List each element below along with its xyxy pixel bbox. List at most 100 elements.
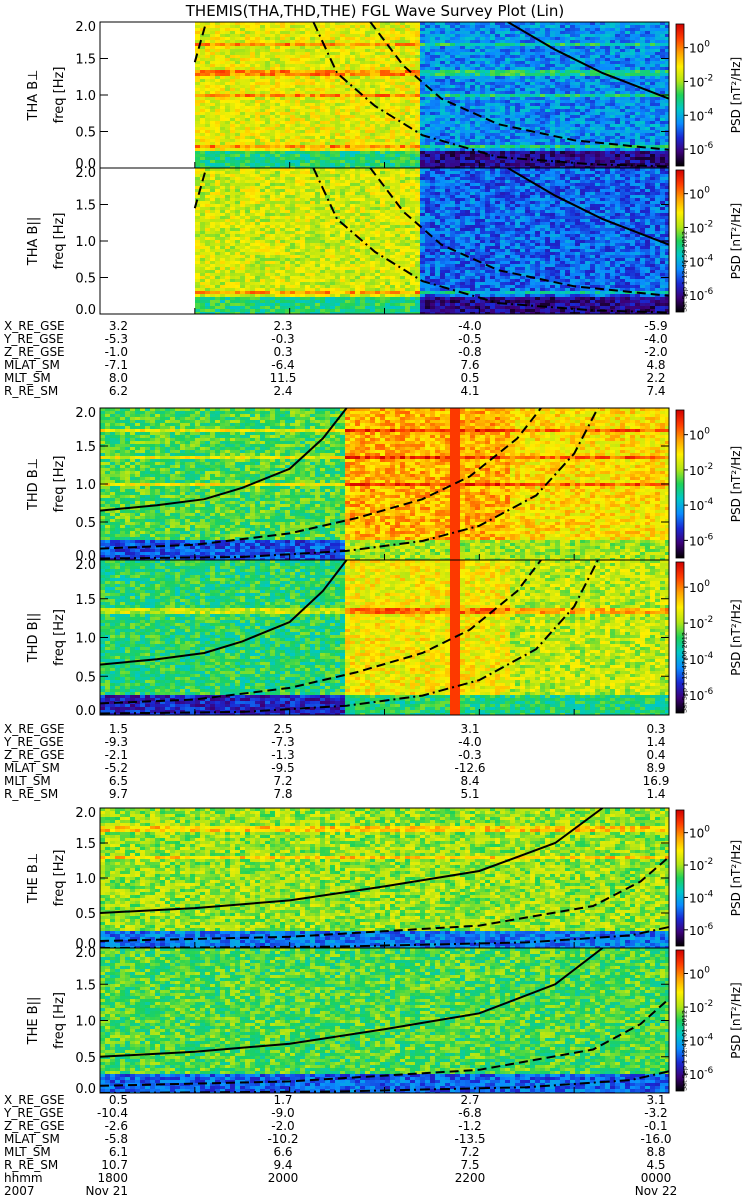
ephemeris-value: -9.0 <box>271 1106 294 1120</box>
ephemeris-value: 8.9 <box>646 761 665 775</box>
ephemeris-value: 1.4 <box>646 787 665 801</box>
ephemeris-value: -7.3 <box>271 735 294 749</box>
ephemeris-value: 8.4 <box>460 774 479 788</box>
ephemeris-label: Z_RE_GSE <box>4 748 65 762</box>
ephemeris-value: 1.4 <box>646 735 665 749</box>
colorbar-tick-label: 10-6 <box>689 287 714 303</box>
colorbar-tick-label: 10-2 <box>689 219 713 235</box>
colorbar-tick-label: 10-2 <box>689 462 713 478</box>
ephemeris-value: 3.1 <box>460 722 479 736</box>
ephemeris-label: X_RE_GSE <box>4 319 65 333</box>
spectrogram-image <box>195 22 670 169</box>
y-tick-label: 2.0 <box>75 806 96 821</box>
y-axis-label: freq [Hz] <box>52 850 67 907</box>
colorbar-tick-label: 100 <box>689 825 710 841</box>
y-tick-label: 2.0 <box>75 558 96 573</box>
colorbar-tick-label: 100 <box>689 966 710 982</box>
y-tick-label: 2.0 <box>75 166 96 181</box>
y-tick-label: 1.0 <box>75 632 96 647</box>
spectrogram-image <box>195 168 670 315</box>
ephemeris-label: Y_RE_GSE <box>3 735 64 749</box>
y-tick-label: 1.0 <box>75 89 96 104</box>
ephemeris-value: -4.0 <box>458 319 481 333</box>
ephemeris-value: 6.2 <box>109 384 128 398</box>
colorbar-tick-label: 10-6 <box>689 532 714 548</box>
ephemeris-label: MLAT_SM <box>4 761 60 775</box>
colorbar-tick-label: 10-2 <box>689 857 713 873</box>
colorbar-tick-label: 10-6 <box>689 1066 714 1082</box>
ephemeris-label: R_RE_SM <box>4 1158 58 1172</box>
ephemeris-value: 4.1 <box>460 384 479 398</box>
colorbar-tick-label: 10-4 <box>689 1033 714 1049</box>
y-axis-label: freq [Hz] <box>52 992 67 1049</box>
y-tick-label: 1.5 <box>75 440 96 455</box>
ephemeris-value: 3.1 <box>646 1093 665 1107</box>
panel-name-label: THD B⊥ <box>26 458 41 511</box>
ephemeris-label: MLT_SM <box>4 1145 51 1159</box>
ephemeris-value: -9.5 <box>271 761 294 775</box>
time-axis-value: 2000 <box>268 1171 299 1185</box>
ephemeris-value: 2.5 <box>273 722 292 736</box>
ephemeris-value: 2.2 <box>646 371 665 385</box>
spectrogram-image <box>100 560 670 716</box>
ephemeris-label: R_RE_SM <box>4 384 58 398</box>
time-axis-row-label: hhmm <box>4 1171 43 1185</box>
colorbar-tick-label: 10-4 <box>689 889 714 905</box>
y-axis-label: freq [Hz] <box>52 609 67 666</box>
ephemeris-value: 0.3 <box>273 345 292 359</box>
ephemeris-value: -5.8 <box>105 1132 128 1146</box>
y-tick-label: 1.5 <box>75 593 96 608</box>
ephemeris-value: -12.6 <box>454 761 485 775</box>
colorbar-gradient <box>676 810 684 946</box>
y-tick-label: 1.0 <box>75 872 96 887</box>
ephemeris-value: -6.4 <box>271 358 294 372</box>
colorbar-gradient <box>676 410 684 558</box>
ephemeris-value: -1.2 <box>458 1119 481 1133</box>
colorbar-tick-label: 10-6 <box>689 687 714 703</box>
y-tick-label: 2.0 <box>75 20 96 35</box>
y-tick-label: 0.5 <box>75 516 96 531</box>
ephemeris-value: 6.6 <box>273 1145 292 1159</box>
figure-title: THEMIS(THA,THD,THE) FGL Wave Survey Plot… <box>185 2 564 20</box>
panel-name-label: THA B⊥ <box>26 70 41 122</box>
ephemeris-value: -16.0 <box>640 1132 671 1146</box>
time-axis-value: Nov 21 <box>85 1184 128 1198</box>
print-timestamp: Sat Sep 1 12:47:01 2012 <box>681 1010 689 1091</box>
ephemeris-value: 8.8 <box>646 1145 665 1159</box>
y-tick-label: 0.5 <box>75 126 96 141</box>
ephemeris-value: -6.8 <box>458 1106 481 1120</box>
print-timestamp: Sat Sep 1 12:46:59 2012 <box>681 231 689 312</box>
spectrogram-image <box>100 948 670 1095</box>
ephemeris-value: 7.8 <box>273 787 292 801</box>
print-timestamp: Sat Sep 1 12:47:00 2012 <box>681 632 689 713</box>
y-tick-label: 0.0 <box>75 1082 96 1097</box>
ephemeris-value: 4.8 <box>646 358 665 372</box>
ephemeris-value: 8.0 <box>109 371 128 385</box>
ephemeris-value: 7.2 <box>273 774 292 788</box>
ephemeris-value: 16.9 <box>643 774 670 788</box>
y-tick-label: 1.5 <box>75 199 96 214</box>
y-tick-label: 0.0 <box>75 303 96 318</box>
ephemeris-value: 10.7 <box>101 1158 128 1172</box>
ephemeris-label: R_RE_SM <box>4 787 58 801</box>
time-axis-value: Nov 22 <box>635 1184 678 1198</box>
y-tick-label: 0.5 <box>75 907 96 922</box>
ephemeris-value: -10.4 <box>97 1106 128 1120</box>
ephemeris-value: 11.5 <box>270 371 297 385</box>
time-axis-value: 2200 <box>455 1171 486 1185</box>
spectrogram-image <box>100 408 670 561</box>
ephemeris-value: -5.2 <box>105 761 128 775</box>
time-axis-value: 0000 <box>641 1171 672 1185</box>
ephemeris-value: -1.3 <box>271 748 294 762</box>
ephemeris-value: -7.1 <box>105 358 128 372</box>
ephemeris-value: -5.9 <box>644 319 667 333</box>
ephemeris-value: 1.7 <box>273 1093 292 1107</box>
ephemeris-label: Z_RE_GSE <box>4 1119 65 1133</box>
colorbar-tick-label: 10-2 <box>689 73 713 89</box>
